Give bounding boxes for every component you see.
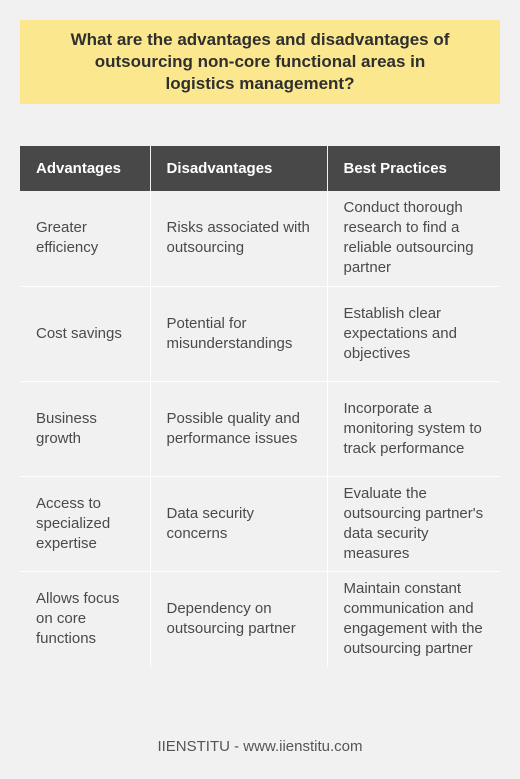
page-title: What are the advantages and disadvantage… <box>70 30 450 93</box>
header-advantages: Advantages <box>20 146 151 191</box>
cell-advantage: Allows focus on core functions <box>20 571 151 667</box>
cell-disadvantage: Dependency on outsourcing partner <box>150 571 328 667</box>
cell-advantage: Greater efficiency <box>20 191 151 287</box>
table-row: Access to specialized expertise Data sec… <box>20 476 500 572</box>
cell-best-practice: Maintain constant communication and enga… <box>327 571 500 667</box>
cell-best-practice: Incorporate a monitoring system to track… <box>327 381 500 477</box>
table-header-row: Advantages Disadvantages Best Practices <box>20 146 500 191</box>
header-best-practices: Best Practices <box>327 146 500 191</box>
table-row: Cost savings Potential for misunderstand… <box>20 286 500 382</box>
cell-disadvantage: Risks associated with outsourcing <box>150 191 328 287</box>
table-row: Allows focus on core functions Dependenc… <box>20 571 500 667</box>
table-row: Greater efficiency Risks associated with… <box>20 191 500 287</box>
comparison-table: Advantages Disadvantages Best Practices … <box>20 146 500 667</box>
table-row: Business growth Possible quality and per… <box>20 381 500 477</box>
cell-disadvantage: Possible quality and performance issues <box>150 381 328 477</box>
cell-best-practice: Conduct thorough research to find a reli… <box>327 191 500 287</box>
cell-advantage: Cost savings <box>20 286 151 382</box>
cell-disadvantage: Potential for misunderstandings <box>150 286 328 382</box>
cell-advantage: Business growth <box>20 381 151 477</box>
footer-credit: IIENSTITU - www.iienstitu.com <box>157 738 363 755</box>
cell-disadvantage: Data security concerns <box>150 476 328 572</box>
cell-best-practice: Evaluate the outsourcing partner's data … <box>327 476 500 572</box>
title-banner: What are the advantages and disadvantage… <box>20 20 500 104</box>
cell-best-practice: Establish clear expectations and objecti… <box>327 286 500 382</box>
cell-advantage: Access to specialized expertise <box>20 476 151 572</box>
header-disadvantages: Disadvantages <box>150 146 328 191</box>
